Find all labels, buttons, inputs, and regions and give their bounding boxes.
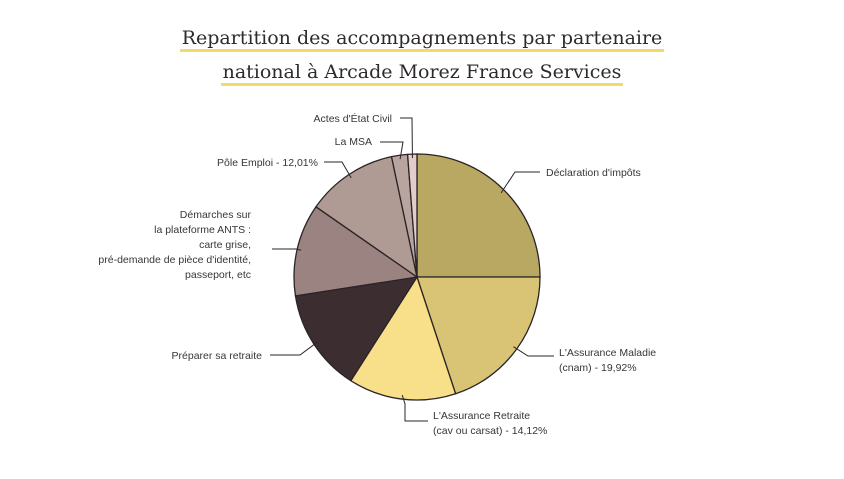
slice-label-line: la plateforme ANTS : [154, 224, 251, 236]
leader-line [380, 141, 404, 160]
slice-label-line: Pôle Emploi - 12,01% [217, 157, 318, 169]
pie-slice [416, 153, 541, 278]
slice-label-line: L'Assurance Maladie [559, 347, 656, 359]
slice-label: Démarches sur la plateforme ANTS : carte g… [98, 209, 251, 281]
slice-label-line: carte grise, [199, 239, 251, 251]
leader-line [401, 394, 428, 422]
slice-label-line: La MSA [335, 136, 372, 148]
slice-label: L'Assurance Retraite (cav ou carsat) - 14… [433, 410, 547, 437]
leader-line [272, 248, 302, 251]
slice-label-line: L'Assurance Retraite [433, 410, 530, 422]
title-line-1: Repartition des accompagnements par part… [179, 27, 665, 52]
slice-label-line: Préparer sa retraite [172, 350, 263, 362]
leader-line [400, 117, 413, 159]
title-line-2: national à Arcade Morez France Services [220, 61, 624, 86]
slice-label: Actes d'État Civil [314, 112, 392, 125]
slice-label: Déclaration d'impôts [546, 167, 641, 179]
slice-label: La MSA [335, 136, 372, 148]
chart-title: Repartition des accompagnements par part… [0, 24, 844, 92]
leader-line [270, 341, 318, 356]
leader-line [513, 346, 554, 357]
slice-label-line: (cav ou carsat) - 14,12% [433, 425, 547, 437]
slice-label-line: Actes d'État Civil [314, 112, 392, 125]
leader-line [500, 171, 540, 194]
slice-label: Pôle Emploi - 12,01% [217, 157, 318, 169]
slice-label-line: Déclaration d'impôts [546, 167, 641, 179]
slice-label-line: pré-demande de pièce d'identité, [98, 254, 251, 266]
pie-slice [349, 275, 457, 401]
slice-label: Préparer sa retraite [172, 350, 263, 362]
slice-label-line: Démarches sur [180, 209, 252, 221]
leader-line [324, 161, 352, 179]
slice-label-line: (cnam) - 19,92% [559, 362, 637, 374]
slice-label-line: passeport, etc [185, 269, 251, 281]
slice-label: L'Assurance Maladie (cnam) - 19,92% [559, 347, 656, 374]
